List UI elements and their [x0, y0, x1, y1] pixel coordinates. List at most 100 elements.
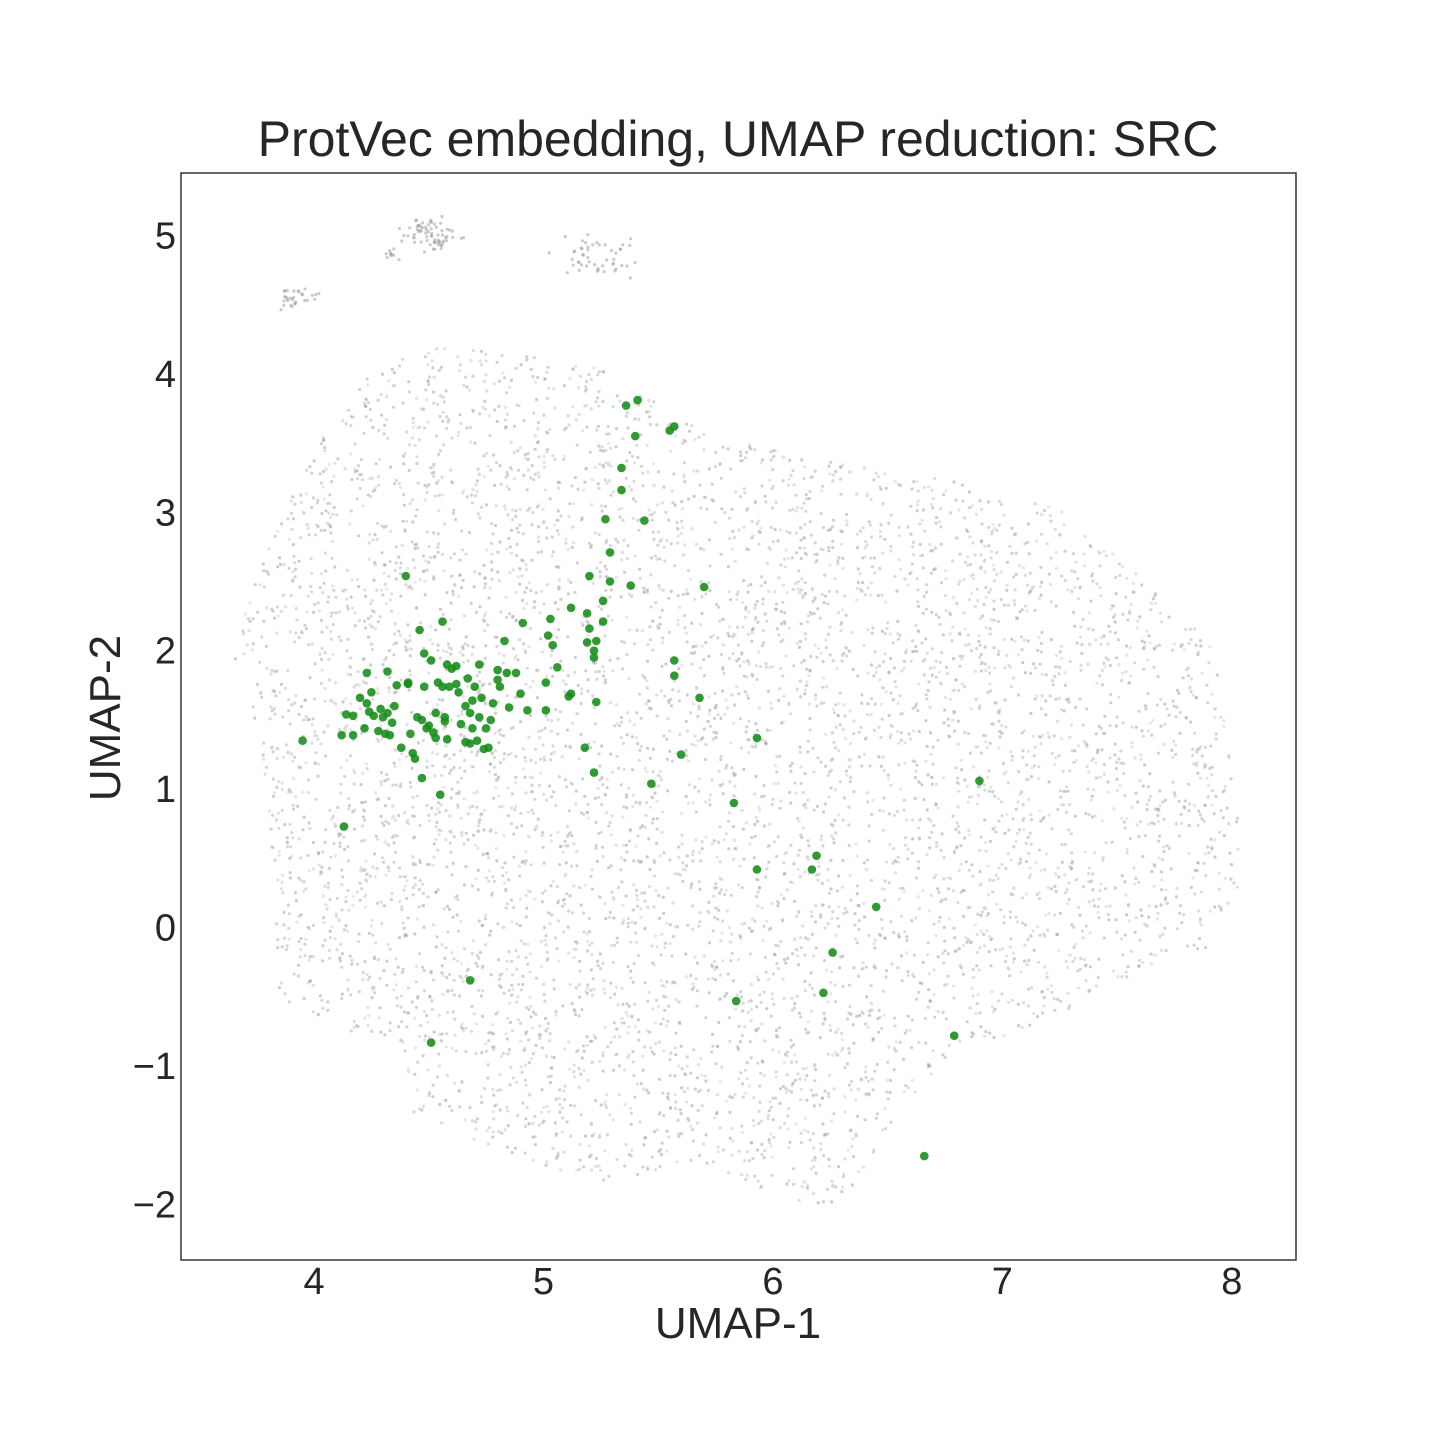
background-point [916, 866, 921, 870]
background-point [440, 711, 444, 715]
background-point [271, 813, 275, 817]
background-point [1003, 831, 1007, 836]
background-point [1062, 709, 1066, 713]
background-point [342, 835, 346, 839]
background-point [683, 1073, 688, 1077]
background-point [507, 385, 512, 389]
background-point [537, 540, 541, 544]
background-point [685, 854, 689, 858]
background-point [1229, 877, 1233, 881]
background-point [488, 682, 492, 686]
background-point [947, 917, 951, 921]
background-point [291, 517, 296, 521]
background-point [921, 553, 925, 557]
background-point [1080, 643, 1084, 647]
background-point [1141, 646, 1146, 650]
background-point [1055, 932, 1059, 937]
background-point [1110, 840, 1114, 844]
background-point [1042, 508, 1047, 512]
background-point [847, 843, 851, 848]
background-point [831, 546, 835, 550]
background-point [665, 980, 669, 984]
background-point [841, 566, 845, 570]
background-point [810, 1009, 814, 1014]
background-point [704, 800, 708, 804]
background-point [722, 617, 726, 622]
background-point [1119, 761, 1123, 765]
background-point [965, 784, 969, 789]
background-point [771, 665, 775, 669]
background-point [737, 958, 741, 962]
background-point [871, 1150, 876, 1154]
background-point [554, 1010, 558, 1014]
background-point [599, 830, 603, 834]
background-point [298, 856, 303, 860]
background-point [536, 421, 541, 425]
background-point [483, 399, 487, 403]
background-point [458, 650, 462, 655]
background-point [556, 1151, 560, 1155]
background-point [349, 1029, 353, 1033]
background-point [586, 802, 590, 806]
background-point [551, 674, 555, 679]
background-point [626, 1031, 630, 1035]
background-point [712, 960, 717, 964]
background-point [471, 408, 475, 412]
background-point [980, 522, 984, 526]
background-point [880, 917, 884, 922]
background-point [652, 537, 656, 541]
background-point [669, 449, 673, 453]
background-point [669, 704, 674, 708]
background-point [765, 728, 770, 732]
background-point [487, 1126, 491, 1130]
background-point [849, 1128, 854, 1132]
background-point [710, 1050, 714, 1054]
background-point [496, 1089, 500, 1093]
background-point [288, 871, 292, 875]
background-point [335, 915, 339, 919]
background-point [464, 552, 468, 556]
background-point [370, 985, 374, 990]
background-point [1028, 866, 1032, 870]
background-point [873, 571, 877, 575]
background-point [473, 494, 478, 498]
background-point [302, 815, 306, 819]
background-point [1175, 886, 1179, 891]
background-point [427, 382, 431, 386]
background-point [600, 509, 604, 513]
background-point [686, 759, 691, 763]
background-point [983, 662, 987, 666]
background-point [482, 379, 487, 383]
background-point [601, 1054, 605, 1058]
background-point [755, 677, 759, 682]
background-point [877, 664, 882, 668]
background-point [784, 961, 788, 965]
background-point [799, 1098, 803, 1102]
background-point [712, 730, 716, 734]
background-point [771, 1118, 775, 1122]
background-point [438, 449, 442, 453]
background-point [989, 549, 994, 554]
background-point [607, 479, 612, 483]
background-point [716, 1145, 720, 1149]
background-point [417, 905, 421, 909]
background-point [1009, 892, 1013, 896]
background-point [943, 983, 947, 987]
background-point [910, 639, 915, 643]
background-point [704, 1016, 708, 1020]
background-point [979, 652, 983, 657]
background-point [978, 784, 982, 788]
background-point [814, 1068, 818, 1072]
background-point [428, 995, 432, 1000]
background-point [733, 633, 737, 637]
background-point [924, 693, 928, 697]
background-point [692, 652, 696, 656]
background-point [861, 526, 865, 530]
background-point [682, 475, 686, 480]
background-point [915, 509, 919, 513]
background-point [400, 970, 404, 974]
background-point [649, 573, 653, 577]
background-point [280, 522, 284, 526]
background-point [597, 370, 601, 374]
background-point [1102, 772, 1106, 776]
